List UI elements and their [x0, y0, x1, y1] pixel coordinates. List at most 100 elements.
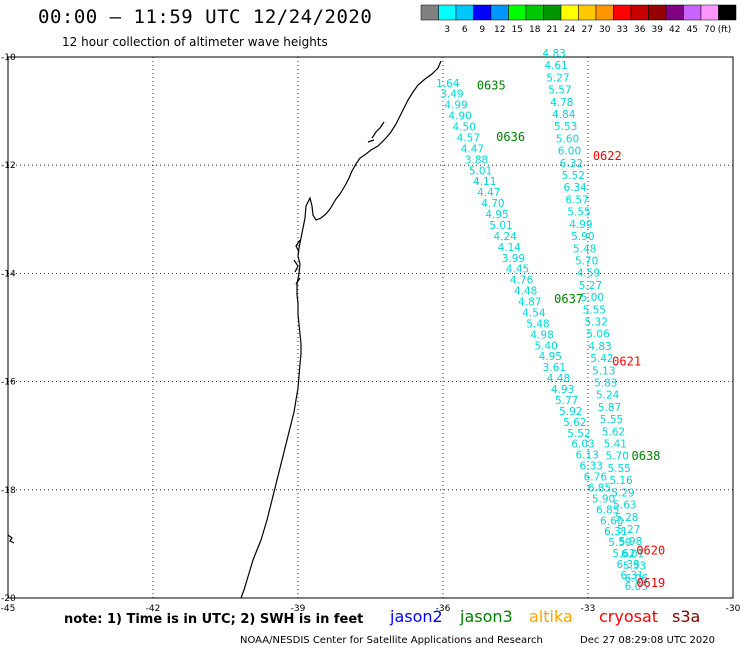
legend-label: 12 [494, 25, 505, 35]
legend-label: 15 [512, 25, 523, 35]
legend-swatch [543, 4, 562, 21]
graticule [8, 57, 733, 598]
wave-height-value: 4.14 [498, 242, 522, 254]
legend-swatch [578, 4, 597, 21]
map-title: 00:00 – 11:59 UTC 12/24/2020 [38, 6, 373, 28]
legend-swatch [595, 4, 614, 21]
wave-height-value: 5.98 [619, 536, 642, 548]
wave-height-value: 4.50 [453, 122, 476, 134]
pass-time-label: 0635 [477, 78, 506, 92]
wave-height-value: 4.48 [547, 373, 570, 385]
pass-time-label: 0620 [636, 544, 665, 558]
wave-height-value: 4.11 [473, 176, 496, 188]
legend-label: 42 [669, 25, 680, 35]
wave-height-value: 5.90 [571, 231, 594, 243]
pass-time-label: 0622 [593, 149, 622, 163]
legend-swatch [525, 4, 544, 21]
longitude-tick-label: -30 [726, 604, 740, 614]
longitude-tick-label: -42 [146, 604, 161, 614]
wave-height-value: 4.90 [448, 111, 471, 123]
pass-time-label: 0637 [554, 292, 583, 306]
wave-height-value: 5.55 [600, 414, 623, 426]
satellite-name-cryosat: cryosat [599, 607, 659, 626]
color-legend: 3 6 9 12 15 18 21 24 27 30 33 36 39 42 45 70 (ft) [420, 4, 737, 35]
wave-height-value: 5.59 [608, 537, 631, 549]
wave-height-value: 5.52 [562, 170, 585, 182]
wave-height-value: 6.13 [575, 450, 598, 462]
legend-label: 70 [704, 25, 716, 35]
wave-height-value: 5.92 [559, 406, 582, 418]
legend-label: 36 [634, 25, 646, 35]
legend-label: 27 [582, 25, 593, 35]
credit-line: NOAA/NESDIS Center for Satellite Applica… [240, 635, 543, 646]
wave-height-value: 6.34 [563, 182, 587, 194]
wave-height-value: 4.78 [550, 97, 573, 109]
wave-height-value: 4.45 [506, 264, 529, 276]
wave-height-value: 6.33 [616, 559, 639, 571]
wave-height-value: 6.33 [580, 461, 603, 473]
wave-height-value: 5.06 [586, 329, 610, 341]
wave-height-value: 4.47 [477, 187, 500, 199]
wave-height-value: 3.49 [440, 89, 463, 101]
wave-height-value: 4.87 [518, 297, 541, 309]
legend-swatch [508, 4, 527, 21]
legend-label: 21 [547, 25, 558, 35]
legend-label: 45 [687, 25, 698, 35]
wave-height-value: 6.05 [625, 581, 648, 593]
wave-height-value: 5.27 [546, 72, 569, 84]
wave-height-value: 5.41 [604, 439, 627, 451]
wave-height-value: 5.40 [534, 340, 557, 352]
wave-height-value: 4.99 [444, 100, 467, 112]
satellite-name-jason3: jason3 [460, 607, 513, 626]
wave-height-value: 6.31 [621, 570, 644, 582]
legend-unit: (ft) [718, 25, 732, 35]
legend-swatch [648, 4, 667, 21]
wave-height-value: 4.83 [588, 341, 611, 353]
wave-height-value: 5.24 [596, 390, 620, 402]
wave-height-value: 5.70 [606, 451, 629, 463]
legend-label: 39 [652, 25, 664, 35]
latitude-tick-label: -16 [1, 378, 16, 388]
wave-height-value: 4.54 [522, 307, 546, 319]
wave-height-value: 5.90 [592, 493, 615, 505]
wave-height-value: 4.76 [510, 275, 534, 287]
legend-swatch [420, 4, 439, 21]
wave-height-value: 3.99 [502, 253, 525, 265]
wave-height-value: 5.57 [548, 85, 571, 97]
wave-height-value: 5.52 [567, 428, 590, 440]
wave-height-value: 4.95 [485, 209, 508, 221]
legend-label: 6 [462, 25, 468, 35]
latitude-tick-label: -20 [1, 594, 16, 604]
wave-height-value: 5.55 [607, 463, 630, 475]
legend-label: 18 [529, 25, 541, 35]
satellite-name-s3a: s3a [672, 607, 701, 626]
wave-height-value: 3.61 [543, 362, 566, 374]
wave-height-value: 5.63 [613, 500, 636, 512]
wave-height-value: 5.62 [612, 548, 635, 560]
legend-swatch [613, 4, 632, 21]
wave-height-value: 4.47 [461, 143, 484, 155]
wave-height-value: 6.76 [584, 472, 608, 484]
wave-height-value: 3.88 [465, 154, 488, 166]
legend-swatch [718, 4, 737, 21]
wave-height-value: 5.48 [573, 243, 596, 255]
legend-swatch [438, 4, 457, 21]
map-frame [7, 56, 734, 599]
legend-swatch [455, 4, 474, 21]
wave-height-value: 4.99 [569, 219, 592, 231]
legend-label: 33 [617, 25, 628, 35]
legend-swatch [560, 4, 579, 21]
longitude-tick-label: -33 [581, 604, 596, 614]
wave-height-value: 4.93 [551, 384, 574, 396]
legend-swatch [630, 4, 649, 21]
pass-time-label: 0621 [612, 354, 641, 368]
wave-height-value: 5.13 [592, 365, 615, 377]
wave-height-value: 4.61 [544, 60, 567, 72]
wave-height-value: 6.85 [588, 482, 611, 494]
wave-height-value: 6.85 [596, 504, 619, 516]
latitude-tick-label: -10 [1, 53, 16, 63]
altimeter-tracks: 1.643.494.994.904.504.574.473.885.014.11… [436, 48, 665, 593]
wave-height-value: 5.27 [579, 280, 602, 292]
wave-height-value: 6.60 [600, 515, 623, 527]
